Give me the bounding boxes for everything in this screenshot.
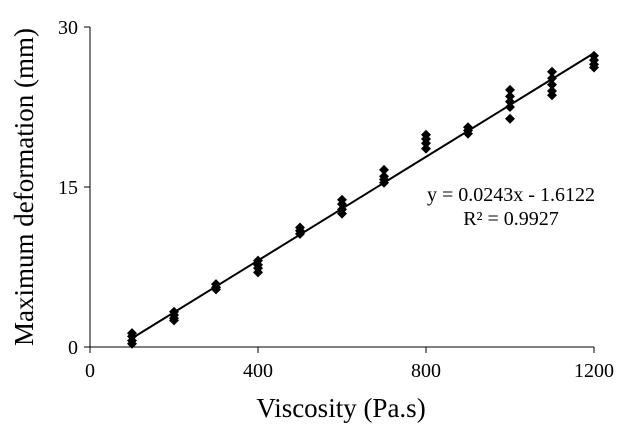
trendline-group	[131, 52, 595, 340]
data-point-marker	[253, 267, 263, 278]
data-point-marker	[505, 84, 515, 95]
trendline-equation: y = 0.0243x - 1.6122	[427, 184, 595, 206]
y-tick-label: 0	[68, 337, 78, 359]
data-point-marker	[547, 66, 557, 77]
data-points	[127, 50, 599, 349]
ticks: 0 400 800 1200 0 15 30	[58, 17, 614, 382]
y-tick-label: 30	[58, 17, 78, 39]
y-axis-title: Maximum deformation (mm)	[9, 28, 39, 346]
data-point-marker	[505, 113, 515, 124]
x-tick-label: 800	[411, 360, 441, 382]
trendline-r-squared: R² = 0.9927	[463, 208, 559, 230]
data-point-marker	[421, 138, 431, 149]
data-point-marker	[547, 90, 557, 101]
data-point-marker	[127, 338, 137, 349]
data-point-marker	[505, 91, 515, 102]
x-tick-label: 1200	[574, 360, 614, 382]
data-point-marker	[421, 143, 431, 154]
trendline	[131, 52, 595, 340]
data-point-marker	[379, 164, 389, 175]
x-tick-label: 400	[243, 360, 273, 382]
data-point-marker	[169, 315, 179, 326]
x-tick-label: 0	[85, 360, 95, 382]
x-axis-title: Viscosity (Pa.s)	[256, 393, 425, 423]
data-point-marker	[589, 62, 599, 73]
y-tick-label: 15	[58, 177, 78, 199]
data-point-marker	[463, 128, 473, 139]
data-point-marker	[547, 79, 557, 90]
